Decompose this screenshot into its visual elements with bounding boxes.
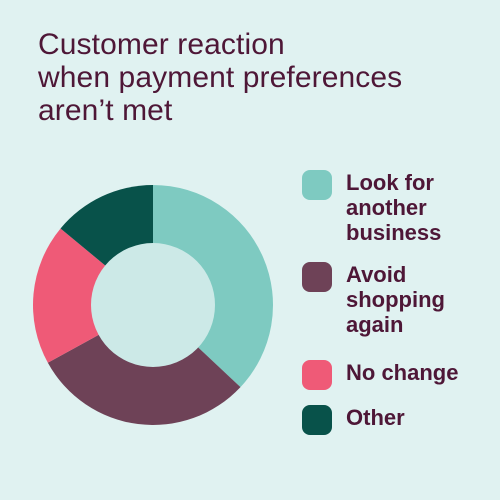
legend-label-line: Look for	[346, 170, 434, 195]
legend-swatch-other	[302, 405, 332, 435]
donut-hole	[91, 243, 215, 367]
legend-label-avoid-shopping-again: Avoid shopping again	[346, 262, 486, 337]
legend-label-other: Other	[346, 405, 486, 430]
legend-label-line: business	[346, 220, 442, 245]
donut-slice-look-for-another-business	[153, 185, 273, 388]
chart-title-line-3: aren’t met	[38, 94, 173, 127]
chart-title: Customer reaction when payment preferenc…	[38, 28, 488, 127]
legend-swatch-look-for-another-business	[302, 170, 332, 200]
chart-title-line-1: Customer reaction	[38, 28, 285, 61]
legend-label-line: Other	[346, 405, 405, 430]
legend-item-no-change: No change	[302, 360, 492, 390]
legend-label-line: No change	[346, 360, 459, 385]
chart-title-line-2: when payment preferences	[38, 61, 403, 94]
legend-item-look-for-another-business: Look for another business	[302, 170, 492, 245]
legend-label-no-change: No change	[346, 360, 486, 385]
legend-item-other: Other	[302, 405, 492, 435]
legend-label-look-for-another-business: Look for another business	[346, 170, 486, 245]
legend-swatch-no-change	[302, 360, 332, 390]
legend-swatch-avoid-shopping-again	[302, 262, 332, 292]
legend-label-line: shopping	[346, 287, 445, 312]
legend-item-avoid-shopping-again: Avoid shopping again	[302, 262, 492, 337]
legend-label-line: Avoid	[346, 262, 407, 287]
legend-label-line: again	[346, 312, 404, 337]
legend-label-line: another	[346, 195, 427, 220]
